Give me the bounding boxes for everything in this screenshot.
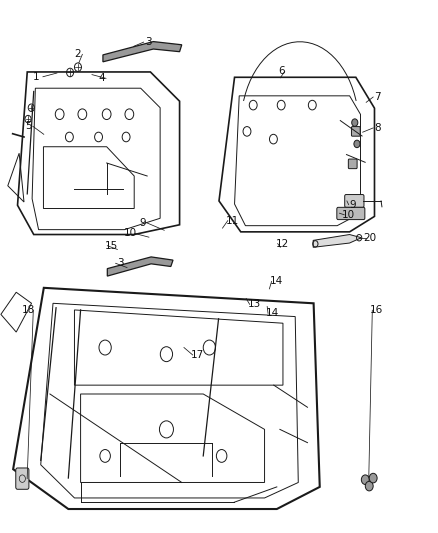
Circle shape [352,119,358,126]
Text: 9: 9 [350,200,357,209]
FancyBboxPatch shape [351,127,360,136]
Circle shape [361,475,369,484]
Text: 6: 6 [278,67,285,76]
Text: 10: 10 [124,229,137,238]
Text: 18: 18 [22,305,35,315]
Polygon shape [107,257,173,276]
Text: 17: 17 [191,350,204,360]
FancyBboxPatch shape [348,159,357,168]
Text: 7: 7 [374,92,381,102]
Text: 20: 20 [364,233,377,243]
Polygon shape [313,235,361,247]
Text: 8: 8 [374,123,381,133]
Text: 11: 11 [226,216,239,225]
Text: 15: 15 [105,241,118,251]
Circle shape [354,140,360,148]
FancyBboxPatch shape [337,207,365,220]
Text: 12: 12 [276,239,289,248]
Text: 4: 4 [98,74,105,83]
Text: 13: 13 [247,300,261,309]
FancyBboxPatch shape [16,468,29,489]
Text: 14: 14 [269,277,283,286]
Text: 10: 10 [342,210,355,220]
Circle shape [369,473,377,483]
Text: 5: 5 [25,122,32,131]
Text: 14: 14 [266,309,279,318]
Text: 1: 1 [32,72,39,82]
FancyBboxPatch shape [345,195,364,207]
Text: 3: 3 [117,259,124,268]
Text: 3: 3 [145,37,152,47]
Text: 16: 16 [370,305,383,315]
Polygon shape [103,42,182,62]
Text: 2: 2 [74,50,81,59]
Circle shape [365,481,373,491]
Text: 9: 9 [139,218,146,228]
